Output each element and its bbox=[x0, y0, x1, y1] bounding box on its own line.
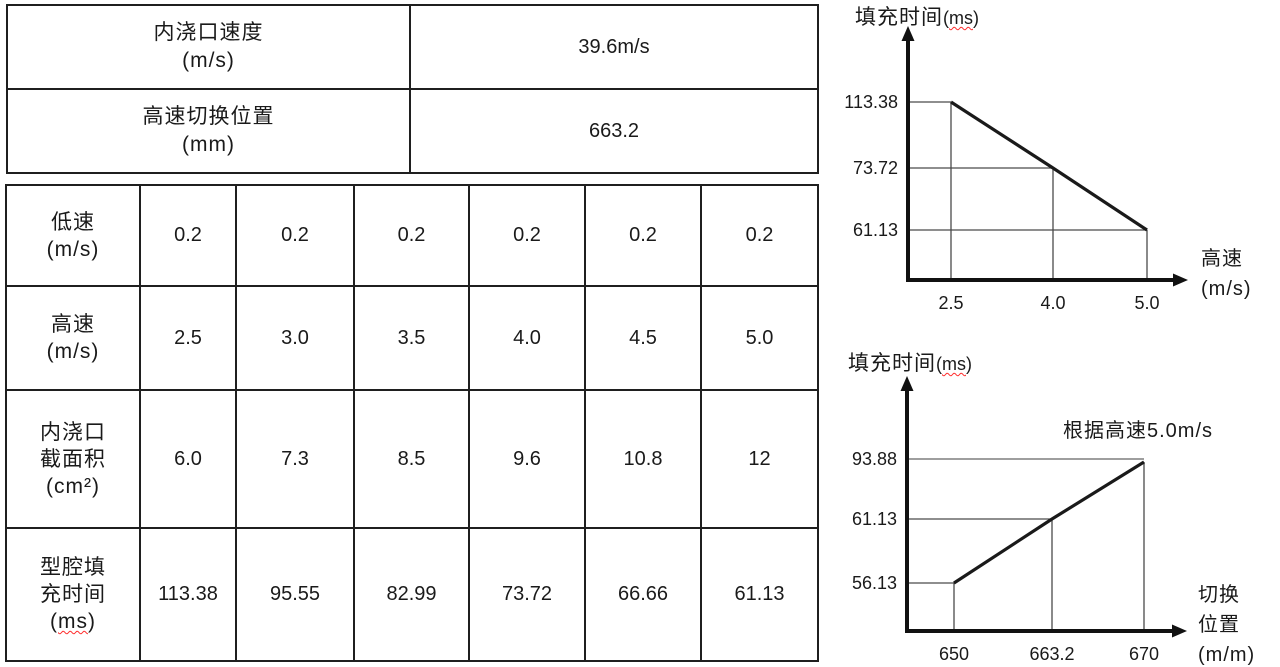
spec-value-cell: 0.2 bbox=[700, 184, 819, 287]
param-label-line: (m/s) bbox=[182, 49, 235, 72]
gate-speed-table-body: 内浇口速度 (m/s) 39.6m/s 高速切换位置 (mm) 663.2 bbox=[6, 4, 819, 174]
spec-header-line: (m/s) bbox=[46, 340, 100, 363]
spec-value-cell: 4.0 bbox=[468, 285, 586, 391]
y-tick-label: 56.13 bbox=[851, 573, 897, 593]
spec-row: 高速 (m/s) 2.5 3.0 3.5 4.0 4.5 5.0 bbox=[5, 285, 819, 391]
x-tick-label: 4.0 bbox=[1040, 293, 1066, 313]
spec-header-line: (cm²) bbox=[46, 474, 100, 498]
spec-header-line: 低速 bbox=[51, 210, 95, 234]
spec-value-cell: 10.8 bbox=[584, 389, 702, 529]
spec-value-cell: 0.2 bbox=[353, 184, 470, 287]
spec-value-cell: 95.55 bbox=[235, 527, 355, 662]
y-axis-arrow-icon bbox=[901, 26, 915, 41]
x-tick-label: 650 bbox=[938, 644, 970, 664]
spec-row-header: 高速 (m/s) bbox=[5, 285, 141, 391]
param-label-cell: 内浇口速度 (m/s) bbox=[6, 4, 411, 90]
x-tick-label: 663.2 bbox=[1029, 644, 1075, 664]
spec-header-line: 充时间 bbox=[40, 583, 106, 606]
spec-value-cell: 73.72 bbox=[468, 527, 586, 662]
fill-time-vs-high-speed-chart: 填充时间(ms) 113.38 73.72 61.13 2.5 4.0 5.0 高速 (m/s… bbox=[820, 0, 1280, 330]
y-tick-label: 113.38 bbox=[844, 92, 898, 112]
chart-title-text: 填充时间 bbox=[855, 6, 943, 29]
spec-value-cell: 113.38 bbox=[139, 527, 237, 662]
y-tick-label: 61.13 bbox=[851, 509, 897, 529]
gate-speed-table: 内浇口速度 (m/s) 39.6m/s 高速切换位置 (mm) 663.2 bbox=[6, 4, 819, 174]
spec-row: 内浇口截面积 (cm²) 6.0 7.3 8.5 9.6 10.8 12 bbox=[5, 389, 819, 529]
spec-value-cell: 8.5 bbox=[353, 389, 470, 529]
spec-row-header: 内浇口截面积 (cm²) bbox=[5, 389, 141, 529]
spec-row: 低速 (m/s) 0.2 0.2 0.2 0.2 0.2 0.2 bbox=[5, 184, 819, 287]
chart-title-unit: (ms) bbox=[943, 8, 979, 28]
speed-parameters-table-body: 低速 (m/s) 0.2 0.2 0.2 0.2 0.2 0.2 高速 (m/s) 2.5 3.0 3.… bbox=[5, 184, 819, 662]
x-axis-label: 高速 (m/s) bbox=[1201, 248, 1252, 300]
x-tick-label: 5.0 bbox=[1134, 293, 1160, 313]
y-tick-label: 61.13 bbox=[852, 220, 898, 240]
x-tick-label: 2.5 bbox=[938, 293, 964, 313]
data-line bbox=[953, 460, 1145, 585]
spec-value-cell: 5.0 bbox=[700, 285, 819, 391]
spec-value-cell: 61.13 bbox=[700, 527, 819, 662]
ms-unit-underlined: ms bbox=[58, 610, 88, 633]
gate-param-row: 内浇口速度 (m/s) 39.6m/s bbox=[6, 4, 819, 90]
chart-title: 填充时间(ms) bbox=[848, 347, 972, 377]
chart-plot-area bbox=[900, 376, 1187, 638]
spec-header-line: 高速 bbox=[51, 313, 95, 336]
spec-header-line: 型腔填 bbox=[40, 556, 106, 579]
spec-header-line: 内浇口 bbox=[40, 420, 106, 444]
spec-value-cell: 0.2 bbox=[468, 184, 586, 287]
spec-value-cell: 3.5 bbox=[353, 285, 470, 391]
y-axis-arrow-icon bbox=[900, 376, 914, 391]
chart-title-text: 填充时间 bbox=[848, 352, 936, 375]
spec-value-cell: 2.5 bbox=[139, 285, 237, 391]
spec-value-cell: 4.5 bbox=[584, 285, 702, 391]
fill-time-vs-switch-position-chart: 填充时间(ms) 93.88 61.13 56.13 650 663.2 670 切换 位置 … bbox=[820, 330, 1280, 667]
ms-unit-underlined: ms bbox=[942, 354, 966, 374]
param-label-line: 高速切换位置 bbox=[142, 105, 275, 128]
spec-header-line: 截面积 bbox=[40, 447, 106, 471]
x-axis-arrow-icon bbox=[1173, 273, 1188, 287]
param-label-cell: 高速切换位置 (mm) bbox=[6, 88, 411, 174]
x-tick-label: 670 bbox=[1128, 644, 1160, 664]
chart-title: 填充时间(ms) bbox=[855, 1, 979, 31]
x-axis-label: 切换 位置 (m/m) bbox=[1198, 584, 1256, 666]
param-label-line: (mm) bbox=[182, 133, 235, 156]
spec-header-line: (m/s) bbox=[46, 237, 100, 261]
spec-value-cell: 9.6 bbox=[468, 389, 586, 529]
chart-plot-area bbox=[901, 26, 1188, 287]
spec-header-line: (ms) bbox=[50, 610, 96, 633]
chart-title-unit: (ms) bbox=[936, 354, 972, 374]
spec-value-cell: 6.0 bbox=[139, 389, 237, 529]
ms-unit-underlined: ms bbox=[949, 8, 973, 28]
param-label-line: 内浇口速度 bbox=[153, 21, 264, 44]
x-axis-arrow-icon bbox=[1172, 624, 1187, 638]
gate-param-row: 高速切换位置 (mm) 663.2 bbox=[6, 88, 819, 174]
spec-value-cell: 0.2 bbox=[584, 184, 702, 287]
annotation-label: 根据高速5.0m/s bbox=[1063, 420, 1214, 442]
spec-row: 型腔填充时间 (ms) 113.38 95.55 82.99 73.72 66.66 61.1… bbox=[5, 527, 819, 662]
param-value-cell: 663.2 bbox=[409, 88, 819, 174]
spec-value-cell: 7.3 bbox=[235, 389, 355, 529]
spec-row-header: 型腔填充时间 (ms) bbox=[5, 527, 141, 662]
spec-value-cell: 12 bbox=[700, 389, 819, 529]
y-tick-label: 73.72 bbox=[852, 158, 898, 178]
spec-value-cell: 82.99 bbox=[353, 527, 470, 662]
param-value-cell: 39.6m/s bbox=[409, 4, 819, 90]
data-line bbox=[950, 100, 1148, 232]
spec-value-cell: 0.2 bbox=[139, 184, 237, 287]
spec-value-cell: 3.0 bbox=[235, 285, 355, 391]
spec-value-cell: 0.2 bbox=[235, 184, 355, 287]
y-tick-label: 93.88 bbox=[851, 449, 897, 469]
spec-row-header: 低速 (m/s) bbox=[5, 184, 141, 287]
speed-parameters-table: 低速 (m/s) 0.2 0.2 0.2 0.2 0.2 0.2 高速 (m/s) 2.5 3.0 3.… bbox=[5, 184, 819, 662]
spec-value-cell: 66.66 bbox=[584, 527, 702, 662]
